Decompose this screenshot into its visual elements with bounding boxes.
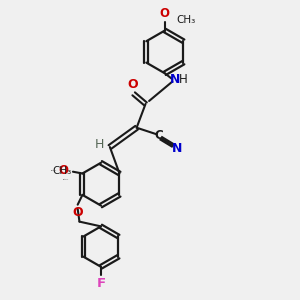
Text: O: O	[58, 164, 68, 177]
Text: CH₃: CH₃	[176, 15, 195, 25]
Text: O: O	[160, 8, 170, 20]
Text: H: H	[179, 74, 188, 86]
Text: N: N	[172, 142, 182, 155]
Text: O: O	[72, 206, 83, 219]
Text: F: F	[96, 277, 106, 290]
Text: CH₃: CH₃	[53, 166, 72, 176]
Text: methoxy: methoxy	[51, 169, 58, 170]
Text: O: O	[127, 78, 138, 91]
Text: methoxy: methoxy	[63, 179, 69, 180]
Text: H: H	[95, 138, 104, 151]
Text: C: C	[154, 129, 163, 142]
Text: N: N	[170, 74, 181, 86]
